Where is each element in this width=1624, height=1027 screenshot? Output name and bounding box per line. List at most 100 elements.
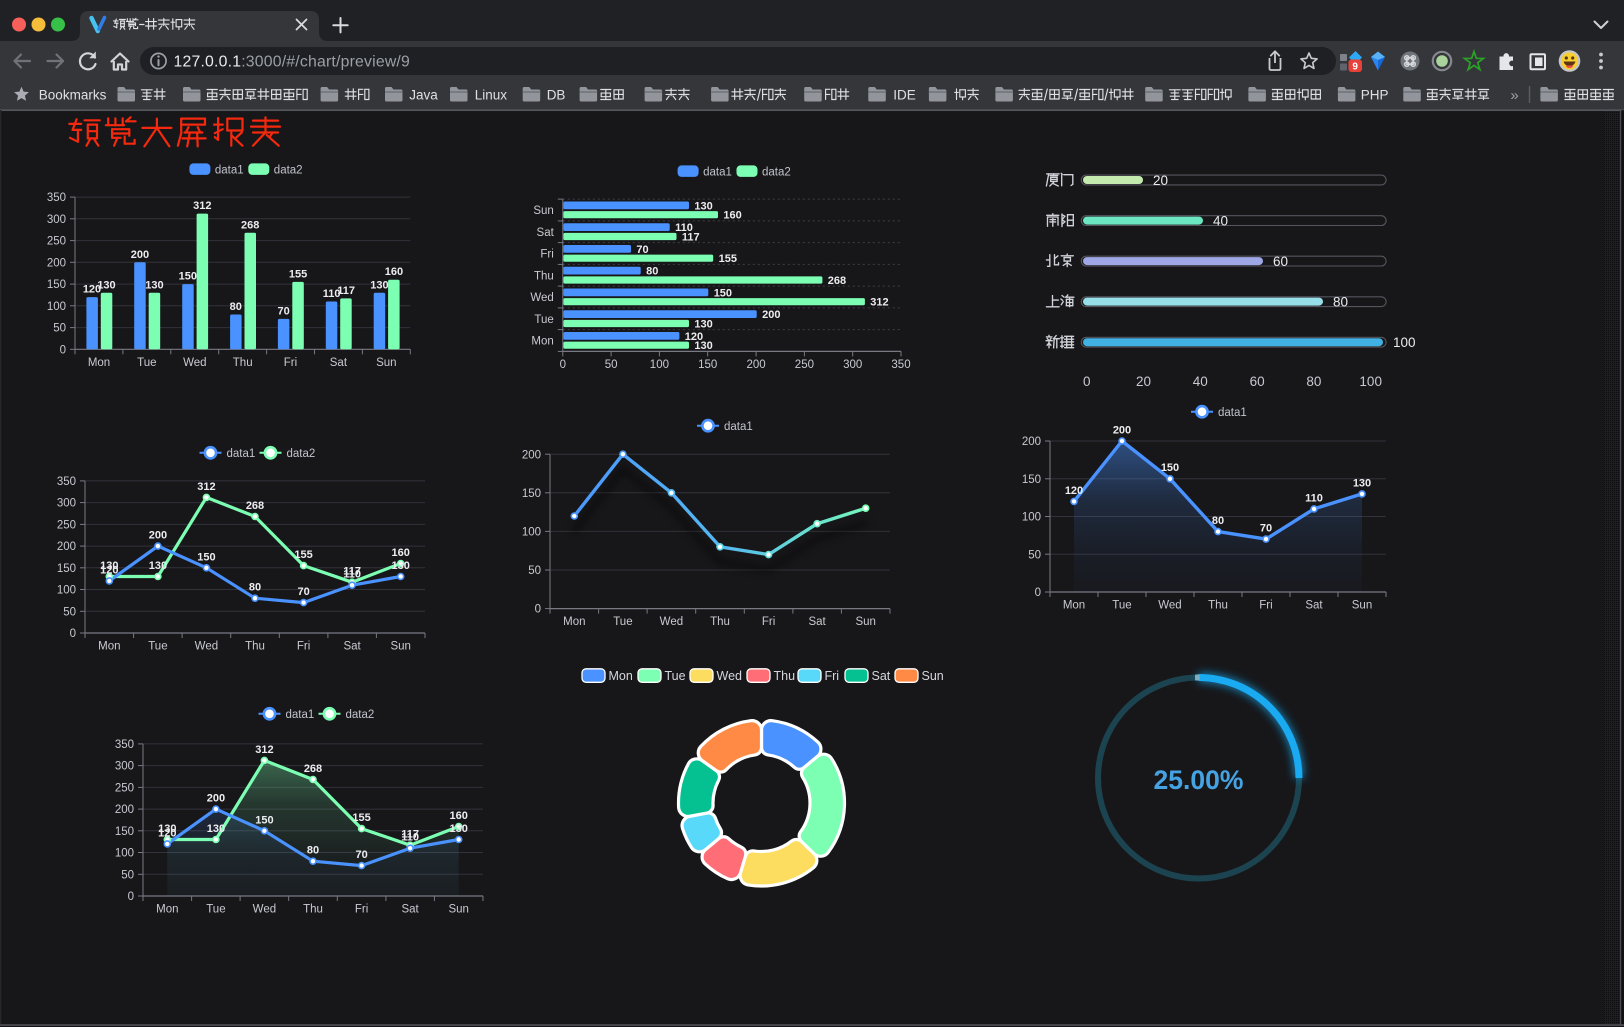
svg-text:130: 130 bbox=[207, 823, 225, 835]
svg-text:130: 130 bbox=[392, 560, 410, 572]
svg-text:150: 150 bbox=[255, 814, 273, 826]
svg-text:160: 160 bbox=[385, 266, 403, 278]
svg-text:Mon: Mon bbox=[88, 357, 110, 369]
svg-text:0: 0 bbox=[560, 359, 566, 371]
svg-text:0: 0 bbox=[535, 604, 541, 616]
svg-text:200: 200 bbox=[747, 359, 766, 371]
svg-text:20: 20 bbox=[1153, 173, 1168, 188]
svg-text:Sun: Sun bbox=[376, 357, 396, 369]
svg-text:0: 0 bbox=[1035, 587, 1041, 599]
svg-text:110: 110 bbox=[1305, 492, 1323, 504]
svg-text:268: 268 bbox=[246, 500, 264, 512]
svg-text:130: 130 bbox=[694, 340, 712, 352]
svg-text:data2: data2 bbox=[762, 166, 791, 178]
svg-text:0: 0 bbox=[1083, 374, 1091, 389]
svg-text:Thu: Thu bbox=[1208, 600, 1228, 612]
svg-text:130: 130 bbox=[100, 560, 118, 572]
svg-text:Sun: Sun bbox=[922, 669, 944, 683]
svg-text:130: 130 bbox=[158, 823, 176, 835]
svg-text:70: 70 bbox=[277, 305, 289, 317]
svg-text:Thu: Thu bbox=[774, 669, 796, 683]
svg-text:80: 80 bbox=[646, 266, 658, 278]
svg-text:IDE: IDE bbox=[893, 87, 916, 102]
svg-text:Fri: Fri bbox=[284, 357, 297, 369]
svg-text:Thu: Thu bbox=[710, 616, 730, 628]
svg-text:70: 70 bbox=[355, 849, 367, 861]
svg-text:Fri: Fri bbox=[540, 249, 553, 261]
svg-text:130: 130 bbox=[149, 560, 167, 572]
svg-text:Wed: Wed bbox=[1158, 600, 1181, 612]
svg-text:Linux: Linux bbox=[475, 87, 508, 102]
svg-text:127.0.0.1:3000/#/chart/preview: 127.0.0.1:3000/#/chart/preview/9 bbox=[174, 54, 411, 71]
svg-text:Thu: Thu bbox=[233, 357, 253, 369]
svg-text:Wed: Wed bbox=[717, 669, 743, 683]
svg-text:60: 60 bbox=[1250, 374, 1265, 389]
svg-text:120: 120 bbox=[158, 827, 176, 839]
svg-text:312: 312 bbox=[197, 481, 215, 493]
svg-text:130: 130 bbox=[450, 823, 468, 835]
svg-text:130: 130 bbox=[370, 279, 388, 291]
svg-text:PHP: PHP bbox=[1361, 87, 1389, 102]
svg-text:117: 117 bbox=[401, 829, 419, 841]
svg-text:117: 117 bbox=[682, 232, 700, 244]
svg-text:350: 350 bbox=[115, 739, 134, 751]
svg-text:150: 150 bbox=[522, 488, 541, 500]
svg-text:Wed: Wed bbox=[530, 292, 553, 304]
svg-text:120: 120 bbox=[83, 284, 101, 296]
svg-text:25.00%: 25.00% bbox=[1154, 765, 1244, 795]
svg-text:200: 200 bbox=[115, 804, 134, 816]
svg-text:150: 150 bbox=[1022, 474, 1041, 486]
svg-text:Mon: Mon bbox=[156, 904, 178, 916]
svg-text:160: 160 bbox=[450, 810, 468, 822]
svg-text:Sat: Sat bbox=[343, 641, 361, 653]
svg-text:80: 80 bbox=[249, 582, 261, 594]
svg-text:312: 312 bbox=[255, 744, 273, 756]
svg-text:Sun: Sun bbox=[533, 205, 553, 217]
svg-text:»: » bbox=[1510, 87, 1518, 104]
svg-text:150: 150 bbox=[179, 271, 197, 283]
svg-text:Thu: Thu bbox=[534, 270, 554, 282]
svg-text:155: 155 bbox=[352, 812, 370, 824]
svg-text:350: 350 bbox=[47, 192, 66, 204]
svg-text:Thu: Thu bbox=[245, 641, 265, 653]
svg-text:Sat: Sat bbox=[537, 227, 555, 239]
svg-text:70: 70 bbox=[1260, 523, 1272, 535]
svg-text:data1: data1 bbox=[215, 164, 244, 176]
svg-text:312: 312 bbox=[193, 200, 211, 212]
svg-text:data1: data1 bbox=[724, 421, 753, 433]
svg-text:100: 100 bbox=[1393, 335, 1416, 350]
svg-text:100: 100 bbox=[115, 848, 134, 860]
svg-text:300: 300 bbox=[57, 498, 76, 510]
svg-text:0: 0 bbox=[60, 344, 66, 356]
svg-text:100: 100 bbox=[650, 359, 669, 371]
svg-text:Tue: Tue bbox=[137, 357, 156, 369]
svg-text:Sat: Sat bbox=[872, 669, 891, 683]
svg-text:160: 160 bbox=[392, 547, 410, 559]
svg-text:100: 100 bbox=[47, 301, 66, 313]
svg-text:50: 50 bbox=[605, 359, 618, 371]
svg-text:100: 100 bbox=[1022, 512, 1041, 524]
svg-text:data2: data2 bbox=[274, 164, 303, 176]
svg-text:130: 130 bbox=[1353, 477, 1371, 489]
svg-text:130: 130 bbox=[145, 279, 163, 291]
svg-text:100: 100 bbox=[522, 527, 541, 539]
svg-text:Mon: Mon bbox=[1063, 600, 1085, 612]
svg-text:50: 50 bbox=[121, 869, 134, 881]
svg-text:Tue: Tue bbox=[1112, 600, 1131, 612]
svg-text:Fri: Fri bbox=[1259, 600, 1272, 612]
svg-text:250: 250 bbox=[795, 359, 814, 371]
svg-text:Java: Java bbox=[409, 87, 438, 102]
svg-text:100: 100 bbox=[57, 585, 76, 597]
svg-text:0: 0 bbox=[70, 628, 76, 640]
svg-text:200: 200 bbox=[149, 530, 167, 542]
svg-text:Fri: Fri bbox=[355, 904, 368, 916]
svg-text:Sat: Sat bbox=[330, 357, 348, 369]
svg-text:350: 350 bbox=[57, 476, 76, 488]
svg-text:200: 200 bbox=[522, 449, 541, 461]
svg-text:Tue: Tue bbox=[665, 669, 686, 683]
svg-text:130: 130 bbox=[97, 279, 115, 291]
svg-text:150: 150 bbox=[115, 826, 134, 838]
svg-text:268: 268 bbox=[828, 275, 846, 287]
svg-text:130: 130 bbox=[694, 200, 712, 212]
svg-text:50: 50 bbox=[53, 323, 66, 335]
